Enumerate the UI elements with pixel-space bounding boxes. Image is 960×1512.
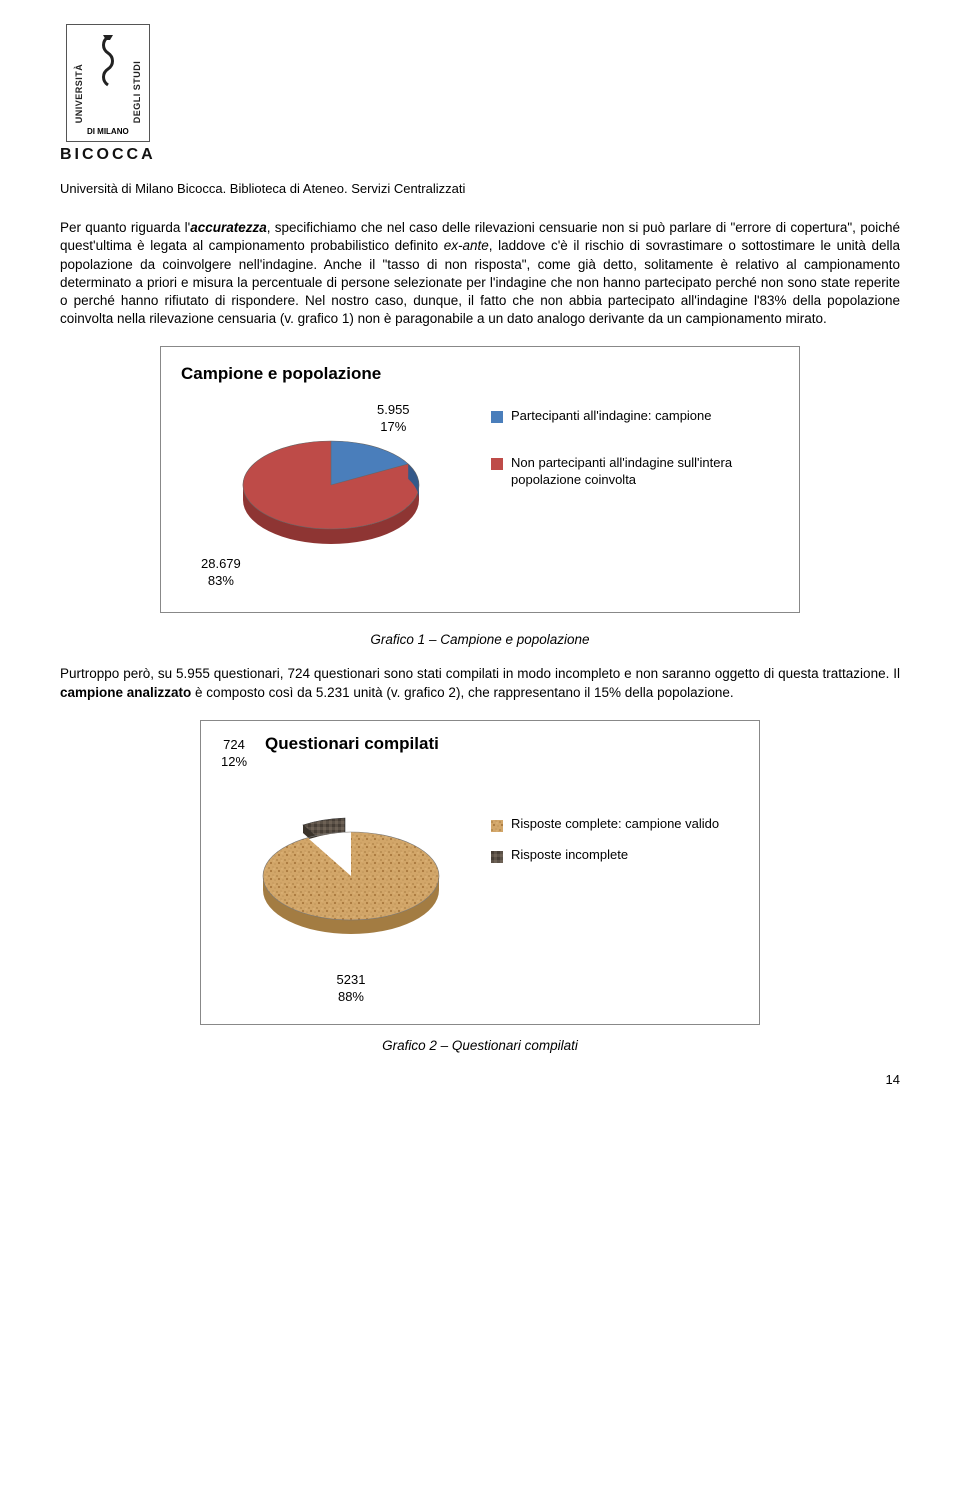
chart-1-title: Campione e popolazione — [181, 363, 779, 386]
chart-1-container: Campione e popolazione 5.955 17% — [160, 346, 800, 613]
chart-2-legend-1: Risposte incomplete — [491, 847, 739, 864]
document-subheader: Università di Milano Bicocca. Biblioteca… — [60, 180, 900, 198]
p2-post: è composto così da 5.231 unità (v. grafi… — [191, 685, 733, 700]
chart-1-legend-0: Partecipanti all'indagine: campione — [491, 408, 779, 425]
chart-2-title: Questionari compilati — [265, 733, 439, 756]
chart-2-container: 724 12% Questionari compilati — [200, 720, 760, 1025]
chart-1-slice-0-label: 5.955 17% — [377, 402, 410, 436]
chart-1-caption: Grafico 1 – Campione e popolazione — [60, 631, 900, 649]
chart-2-caption: Grafico 2 – Questionari compilati — [60, 1037, 900, 1055]
legend-swatch-icon — [491, 819, 503, 831]
logo-serpent-icon — [88, 33, 128, 93]
p1-exante: ex-ante — [444, 238, 489, 253]
chart-2-slice-1-label: 724 12% — [221, 737, 247, 771]
university-logo: UNIVERSITÀ DEGLI STUDI DI MILANO BICOCCA — [60, 24, 156, 166]
logo-text-milano: DI MILANO — [67, 127, 149, 141]
page-number: 14 — [60, 1071, 900, 1089]
chart-1-pie — [211, 408, 451, 558]
logo-bicocca-text: BICOCCA — [60, 144, 156, 166]
chart-2-slice-0-label: 5231 88% — [337, 972, 366, 1006]
legend-swatch-icon — [491, 458, 503, 470]
chart-2-legend-0: Risposte complete: campione valido — [491, 816, 739, 833]
p2-bold: campione analizzato — [60, 685, 191, 700]
logo-text-left: UNIVERSITÀ — [73, 29, 85, 123]
chart-1-slice-1-label: 28.679 83% — [201, 556, 241, 590]
p1-pre: Per quanto riguarda l' — [60, 220, 190, 235]
chart-2-pie — [236, 778, 466, 968]
p1-accuratezza: accuratezza — [190, 220, 267, 235]
paragraph-1: Per quanto riguarda l'accuratezza, speci… — [60, 219, 900, 328]
p2-pre: Purtroppo però, su 5.955 questionari, 72… — [60, 666, 900, 681]
chart-1-legend-1: Non partecipanti all'indagine sull'inter… — [491, 455, 779, 489]
legend-swatch-icon — [491, 411, 503, 423]
legend-swatch-icon — [491, 850, 503, 862]
page-header: UNIVERSITÀ DEGLI STUDI DI MILANO BICOCCA — [60, 24, 900, 166]
paragraph-2: Purtroppo però, su 5.955 questionari, 72… — [60, 665, 900, 701]
logo-text-right: DEGLI STUDI — [131, 29, 143, 123]
